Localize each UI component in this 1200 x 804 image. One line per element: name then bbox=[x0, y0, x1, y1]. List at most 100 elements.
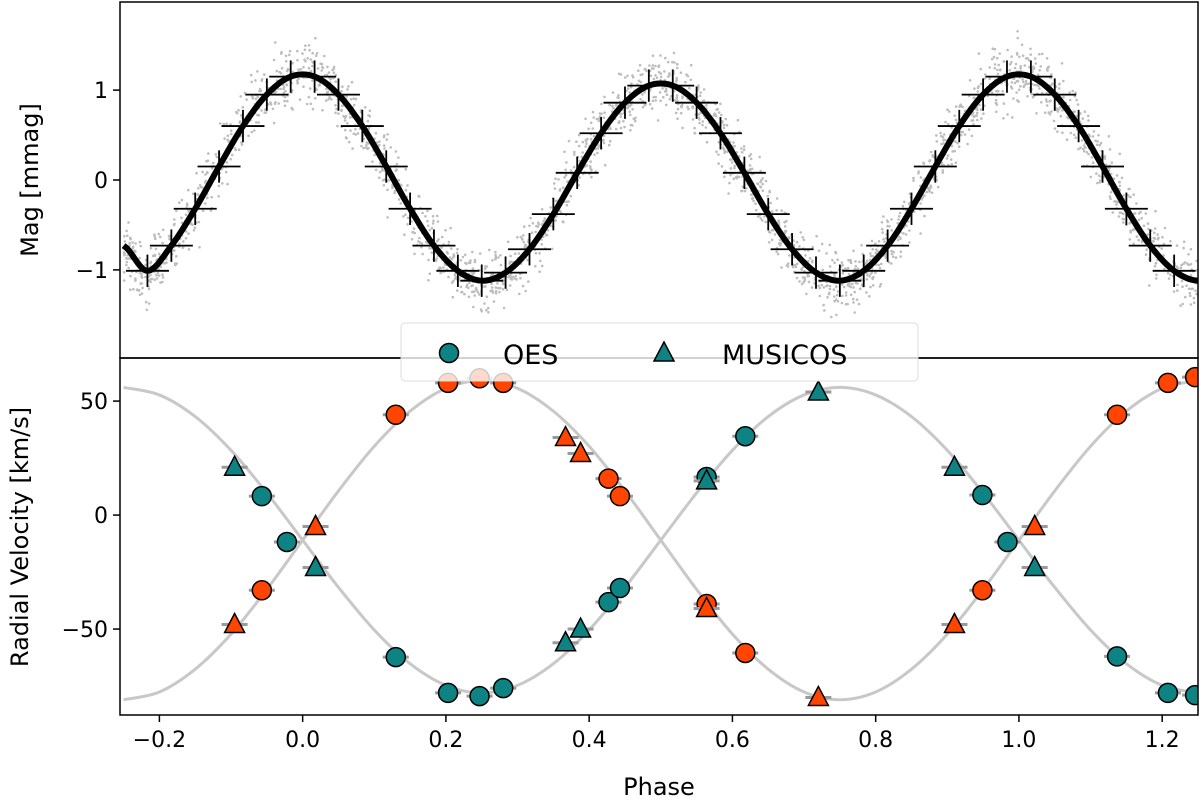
scatter-point bbox=[586, 137, 589, 141]
scatter-point bbox=[589, 160, 592, 163]
scatter-point bbox=[393, 189, 397, 193]
scatter-point bbox=[712, 114, 716, 117]
scatter-point bbox=[344, 114, 348, 118]
scatter-point bbox=[161, 228, 165, 232]
scatter-point bbox=[852, 301, 855, 304]
scatter-point bbox=[897, 215, 901, 218]
scatter-point bbox=[386, 133, 390, 136]
scatter-point bbox=[296, 49, 299, 53]
scatter-point bbox=[446, 252, 449, 255]
scatter-point bbox=[1120, 176, 1124, 180]
binned-point bbox=[508, 233, 551, 266]
scatter-point bbox=[279, 87, 282, 91]
scatter-point bbox=[668, 97, 672, 101]
scatter-point bbox=[827, 292, 831, 296]
scatter-point bbox=[1069, 131, 1073, 135]
scatter-point bbox=[496, 282, 499, 285]
scatter-point bbox=[740, 147, 743, 150]
scatter-point bbox=[993, 66, 996, 70]
scatter-point bbox=[284, 54, 288, 58]
scatter-point bbox=[846, 284, 850, 287]
binned-point bbox=[125, 254, 169, 287]
rv-point-oes bbox=[490, 677, 517, 699]
y-tick-label: 1 bbox=[94, 79, 108, 104]
binned-point bbox=[1057, 109, 1101, 143]
scatter-point bbox=[779, 238, 782, 242]
scatter-point bbox=[724, 117, 728, 121]
scatter-point bbox=[847, 273, 851, 276]
scatter-point bbox=[931, 155, 935, 159]
scatter-point bbox=[866, 259, 869, 263]
scatter-point bbox=[567, 139, 571, 143]
scatter-point bbox=[1117, 215, 1121, 218]
scatter-point bbox=[775, 209, 778, 212]
scatter-point bbox=[720, 113, 723, 117]
scatter-point bbox=[483, 302, 486, 305]
scatter-point bbox=[467, 261, 471, 265]
x-tick-label: 0.2 bbox=[428, 728, 463, 753]
scatter-point bbox=[679, 71, 683, 74]
scatter-point bbox=[1154, 262, 1158, 265]
scatter-point bbox=[1010, 60, 1013, 64]
scatter-point bbox=[754, 202, 757, 205]
scatter-point bbox=[877, 240, 881, 243]
scatter-point bbox=[178, 201, 181, 204]
scatter-point bbox=[283, 104, 287, 108]
scatter-point bbox=[651, 54, 655, 57]
scatter-point bbox=[954, 118, 958, 122]
scatter-point bbox=[348, 116, 352, 119]
scatter-point bbox=[451, 295, 455, 299]
scatter-point bbox=[308, 87, 312, 90]
scatter-point bbox=[360, 144, 363, 148]
scatter-point bbox=[1055, 107, 1058, 110]
scatter-point bbox=[545, 233, 549, 237]
scatter-point bbox=[631, 74, 634, 77]
scatter-point bbox=[486, 306, 490, 310]
scatter-point bbox=[869, 272, 872, 276]
scatter-point bbox=[630, 82, 633, 85]
scatter-point bbox=[917, 171, 920, 175]
scatter-point bbox=[817, 249, 821, 252]
scatter-point bbox=[603, 111, 606, 114]
scatter-point bbox=[219, 122, 222, 125]
scatter-point bbox=[619, 115, 622, 118]
scatter-point bbox=[730, 161, 734, 164]
scatter-point bbox=[853, 267, 856, 271]
scatter-point bbox=[518, 292, 521, 296]
scatter-point bbox=[155, 277, 159, 280]
binned-point bbox=[245, 78, 289, 111]
scatter-point bbox=[598, 112, 602, 115]
scatter-point bbox=[366, 147, 369, 150]
x-tick-label: 0.4 bbox=[572, 728, 607, 753]
scatter-point bbox=[122, 279, 126, 282]
scatter-point bbox=[725, 123, 729, 127]
scatter-point bbox=[304, 44, 307, 47]
scatter-point bbox=[564, 173, 568, 177]
scatter-point bbox=[935, 134, 938, 137]
scatter-point bbox=[435, 240, 439, 243]
scatter-point bbox=[1122, 221, 1125, 224]
scatter-point bbox=[800, 282, 804, 286]
rv-point-oes bbox=[969, 580, 996, 601]
scatter-point bbox=[580, 155, 584, 159]
scatter-point bbox=[763, 215, 766, 218]
scatter-point bbox=[138, 240, 142, 244]
binned-point bbox=[866, 229, 910, 262]
scatter-point bbox=[821, 268, 824, 272]
scatter-point bbox=[923, 194, 926, 197]
scatter-point bbox=[494, 289, 498, 293]
scatter-point bbox=[1103, 157, 1107, 160]
scatter-point bbox=[153, 278, 157, 282]
scatter-point bbox=[741, 185, 745, 189]
scatter-point bbox=[139, 282, 142, 285]
scatter-point bbox=[1001, 90, 1004, 93]
rv-point-musicos bbox=[552, 630, 579, 652]
scatter-point bbox=[196, 193, 200, 196]
scatter-point bbox=[417, 240, 420, 243]
rv-point-musicos bbox=[302, 554, 329, 577]
triangle-marker bbox=[807, 379, 830, 401]
x-tick-label: −0.2 bbox=[133, 728, 186, 753]
scatter-point bbox=[428, 246, 431, 250]
scatter-point bbox=[1161, 235, 1164, 239]
scatter-point bbox=[828, 243, 832, 247]
